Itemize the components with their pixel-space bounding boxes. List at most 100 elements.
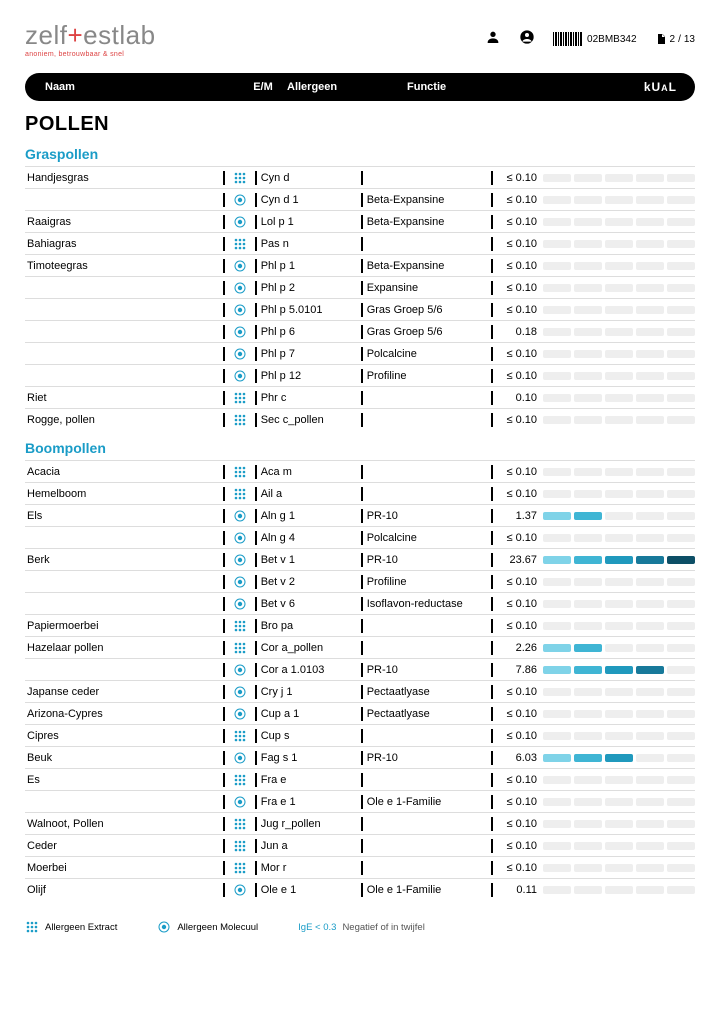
level-bar [605, 372, 633, 380]
row-name: Els [25, 510, 223, 522]
level-bar [605, 864, 633, 872]
level-bar [636, 556, 664, 564]
level-bar [667, 688, 695, 696]
page-total: 13 [684, 34, 695, 45]
row-group: Moerbei Mor r ≤ 0.10 [25, 856, 695, 878]
level-bars [543, 196, 695, 204]
row-allergen: Bet v 2 [257, 576, 361, 588]
row-group: Timoteegras Phl p 1 Beta-Expansine ≤ 0.1… [25, 254, 695, 386]
level-bar [605, 886, 633, 894]
level-bar [574, 240, 602, 248]
row-function: Polcalcine [363, 532, 492, 544]
level-bar [574, 534, 602, 542]
em-icon [225, 325, 255, 339]
row-function: Gras Groep 5/6 [363, 326, 492, 338]
column-header: Naam E/M Allergeen Functie kUAL [25, 73, 695, 101]
row-group: Bahiagras Pas n ≤ 0.10 [25, 232, 695, 254]
row-value: ≤ 0.10 [493, 686, 543, 698]
level-bar [605, 710, 633, 718]
level-bar [605, 394, 633, 402]
row-function: Profiline [363, 576, 492, 588]
level-bars [543, 416, 695, 424]
level-bars [543, 306, 695, 314]
table-row: Moerbei Mor r ≤ 0.10 [25, 856, 695, 878]
level-bar [574, 372, 602, 380]
row-allergen: Sec c_pollen [257, 414, 361, 426]
row-group: Es Fra e ≤ 0.10 Fra e 1 Ole e 1-Familie … [25, 768, 695, 812]
table-row: Phl p 12 Profiline ≤ 0.10 [25, 364, 695, 386]
logo: zelf+estlab anoniem, betrouwbaar & snel [25, 20, 156, 58]
level-bar [543, 372, 571, 380]
level-bar [605, 534, 633, 542]
row-name: Raaigras [25, 216, 223, 228]
row-name: Olijf [25, 884, 223, 896]
row-value: 6.03 [493, 752, 543, 764]
em-icon [225, 861, 255, 875]
table-row: Riet Phr c 0.10 [25, 386, 695, 408]
level-bar [667, 468, 695, 476]
row-group: Hazelaar pollen Cor a_pollen 2.26 Cor a … [25, 636, 695, 680]
level-bar [636, 842, 664, 850]
table-row: Rogge, pollen Sec c_pollen ≤ 0.10 [25, 408, 695, 430]
molecule-icon [157, 920, 171, 934]
row-group: Acacia Aca m ≤ 0.10 [25, 460, 695, 482]
level-bar [667, 798, 695, 806]
row-allergen: Pas n [257, 238, 361, 250]
level-bar [543, 306, 571, 314]
row-group: Ceder Jun a ≤ 0.10 [25, 834, 695, 856]
row-group: Arizona-Cypres Cup a 1 Pectaatlyase ≤ 0.… [25, 702, 695, 724]
level-bar [574, 710, 602, 718]
level-bars [543, 732, 695, 740]
em-icon [225, 281, 255, 295]
row-allergen: Phl p 2 [257, 282, 361, 294]
level-bar [605, 468, 633, 476]
level-bar [605, 644, 633, 652]
level-bar [667, 710, 695, 718]
level-bars [543, 842, 695, 850]
row-value: ≤ 0.10 [493, 370, 543, 382]
em-icon [225, 619, 255, 633]
level-bar [667, 556, 695, 564]
level-bar [636, 394, 664, 402]
level-bar [605, 328, 633, 336]
level-bar [605, 820, 633, 828]
row-group: Rogge, pollen Sec c_pollen ≤ 0.10 [25, 408, 695, 430]
em-icon [225, 597, 255, 611]
level-bar [543, 490, 571, 498]
row-name: Ceder [25, 840, 223, 852]
level-bar [574, 578, 602, 586]
level-bars [543, 262, 695, 270]
level-bar [636, 666, 664, 674]
row-value: ≤ 0.10 [493, 238, 543, 250]
level-bar [574, 820, 602, 828]
em-icon [225, 751, 255, 765]
row-value: ≤ 0.10 [493, 348, 543, 360]
barcode: 02BMB342 [553, 32, 636, 46]
page-header: zelf+estlab anoniem, betrouwbaar & snel … [25, 20, 695, 58]
legend-ige-label: IgE < 0.3 [298, 922, 336, 933]
level-bar [605, 578, 633, 586]
table-row: Bet v 6 Isoflavon-reductase ≤ 0.10 [25, 592, 695, 614]
level-bar [667, 622, 695, 630]
level-bars [543, 240, 695, 248]
table-row: Hazelaar pollen Cor a_pollen 2.26 [25, 636, 695, 658]
row-allergen: Cor a 1.0103 [257, 664, 361, 676]
level-bar [667, 886, 695, 894]
level-bar [636, 416, 664, 424]
level-bar [667, 864, 695, 872]
level-bars [543, 350, 695, 358]
row-function: PR-10 [363, 510, 492, 522]
em-icon [225, 237, 255, 251]
row-function: Pectaatlyase [363, 708, 492, 720]
level-bar [636, 798, 664, 806]
level-bar [543, 644, 571, 652]
level-bar [574, 490, 602, 498]
level-bars [543, 394, 695, 402]
level-bar [667, 820, 695, 828]
level-bars [543, 622, 695, 630]
level-bar [667, 174, 695, 182]
row-value: 23.67 [493, 554, 543, 566]
level-bar [543, 820, 571, 828]
row-allergen: Ole e 1 [257, 884, 361, 896]
table-row: Arizona-Cypres Cup a 1 Pectaatlyase ≤ 0.… [25, 702, 695, 724]
